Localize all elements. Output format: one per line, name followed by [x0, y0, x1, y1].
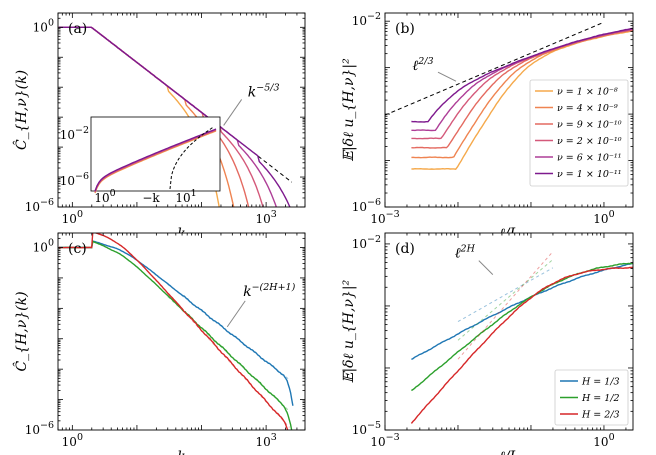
- reference-line: [385, 21, 605, 116]
- y-tick-label: 100: [33, 17, 54, 34]
- series-line: [58, 26, 291, 207]
- panel-c: 100 103 100 10−6 k Ĉ_{H,ν}(k) (c) k−(2H+1): [12, 232, 306, 455]
- y-tick-label: 100: [33, 238, 54, 255]
- legend: ν = 1 × 10⁻⁸ ν = 4 × 10⁻⁹ ν = 9 × 10⁻¹⁰ ν =…: [529, 79, 629, 187]
- x-tick-label: 103: [255, 209, 276, 226]
- annotation-pointer: [226, 300, 246, 328]
- fit-line: [167, 296, 290, 412]
- axes-frame: [57, 232, 306, 431]
- annotation-pointer: [223, 99, 243, 126]
- x-tick-label: 100: [593, 432, 614, 449]
- annotation-text: k−(2H+1): [243, 282, 295, 300]
- inset-y-tick: 10−2: [60, 125, 89, 142]
- legend-label: ν = 1 × 10⁻⁸: [557, 87, 618, 98]
- axes-frame: [57, 12, 306, 208]
- panel-d: 10−3 100 10−2 10−5 ℓ/L 𝔼|δℓ u_{H,ν}|² (d) ℓ2H H …: [341, 232, 634, 455]
- x-tick-label: 10−3: [370, 432, 399, 449]
- plot-lines: [410, 251, 633, 424]
- legend-label: ν = 6 × 10⁻¹¹: [557, 153, 622, 164]
- inset: 100 −k 101 10−2 10−6: [60, 116, 221, 205]
- inset-y-tick: 10−6: [60, 171, 89, 188]
- fit-line: [457, 259, 554, 341]
- x-axis-label: ℓ/L: [499, 449, 519, 455]
- legend-label: H = 1/2: [581, 393, 620, 404]
- x-axis-label: k: [177, 449, 185, 455]
- legend: H = 1/3 H = 1/2 H = 2/3: [554, 369, 629, 426]
- legend-frame: [529, 79, 629, 187]
- annotation-text: ℓ2/3: [412, 56, 433, 74]
- x-tick-label: 103: [255, 432, 276, 449]
- panel-label: (a): [68, 21, 87, 37]
- series-line: [58, 240, 293, 430]
- annotation-text: k−5/3: [248, 82, 280, 100]
- series-line: [411, 262, 633, 392]
- inset-x-tick: 101: [175, 188, 196, 205]
- panel-label: (d): [395, 241, 415, 257]
- axes-frame: [384, 232, 634, 431]
- y-tick-label: 10−6: [25, 197, 54, 214]
- annotation-pointer: [478, 260, 494, 275]
- legend-label: ν = 2 × 10⁻¹⁰: [557, 136, 622, 147]
- inset-x-tick: −k: [142, 191, 160, 205]
- inset-line: [94, 128, 217, 192]
- y-axis-label: Ĉ_{H,ν}(k): [12, 291, 30, 371]
- legend-label: ν = 1 × 10⁻¹¹: [557, 169, 622, 180]
- y-axis-label: Ĉ_{H,ν}(k): [12, 70, 30, 150]
- fit-line: [167, 293, 290, 428]
- series-line: [411, 262, 633, 361]
- annotation-pointer: [437, 71, 457, 82]
- fit-line: [167, 283, 290, 381]
- x-tick-label: 100: [593, 209, 614, 226]
- y-tick-label: 10−5: [352, 420, 381, 437]
- axes-frame: [384, 12, 634, 208]
- annotation-text: ℓ2H: [455, 244, 476, 262]
- inset-x-tick: 100: [94, 188, 115, 205]
- panel-label: (c): [68, 241, 87, 257]
- y-tick-label: 10−6: [25, 420, 54, 437]
- x-tick-label: 100: [62, 432, 83, 449]
- legend-label: ν = 4 × 10⁻⁹: [557, 103, 618, 114]
- panel-label: (b): [395, 21, 415, 37]
- y-tick-label: 10−6: [352, 197, 381, 214]
- legend-frame: [554, 369, 629, 426]
- series-line: [410, 266, 633, 424]
- x-tick-label: 10−3: [370, 209, 399, 226]
- series-line: [411, 29, 633, 149]
- panel-a: 10010310010−6kĈ_{H,ν}(k)(a)100−k10110−21…: [12, 12, 306, 242]
- series-line: [411, 27, 633, 123]
- legend-label: H = 1/3: [581, 377, 620, 388]
- y-axis-label: 𝔼|δℓ u_{H,ν}|²: [341, 58, 357, 162]
- plot-lines: [385, 21, 633, 170]
- y-tick-label: 10−2: [352, 11, 381, 28]
- legend-label: H = 2/3: [581, 410, 620, 421]
- series-line: [58, 240, 294, 406]
- plot-area: [58, 233, 305, 430]
- inset-reference-line: [169, 126, 214, 190]
- y-tick-label: 10−2: [352, 234, 381, 251]
- y-axis-label: 𝔼|δℓ u_{H,ν}|²: [341, 279, 357, 383]
- series-line: [411, 30, 633, 170]
- fit-line: [457, 267, 554, 323]
- legend-label: ν = 9 × 10⁻¹⁰: [557, 120, 622, 131]
- x-tick-label: 100: [62, 209, 83, 226]
